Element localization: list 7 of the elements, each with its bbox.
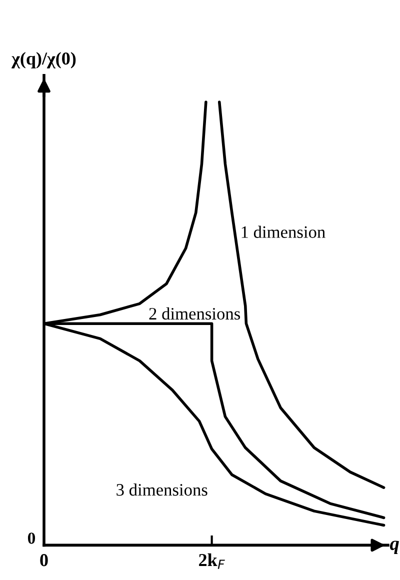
y-axis-title: χ(q)/χ(0) <box>12 52 76 68</box>
series-label: 2 dimensions <box>149 307 240 320</box>
text: 0 <box>28 532 36 544</box>
x-tick-label: 2k$_{F}$ <box>199 553 225 569</box>
series-label: 3 dimensions <box>116 484 208 496</box>
x-axis-title: q <box>390 540 399 554</box>
series-label: 1 dimension <box>242 226 326 238</box>
